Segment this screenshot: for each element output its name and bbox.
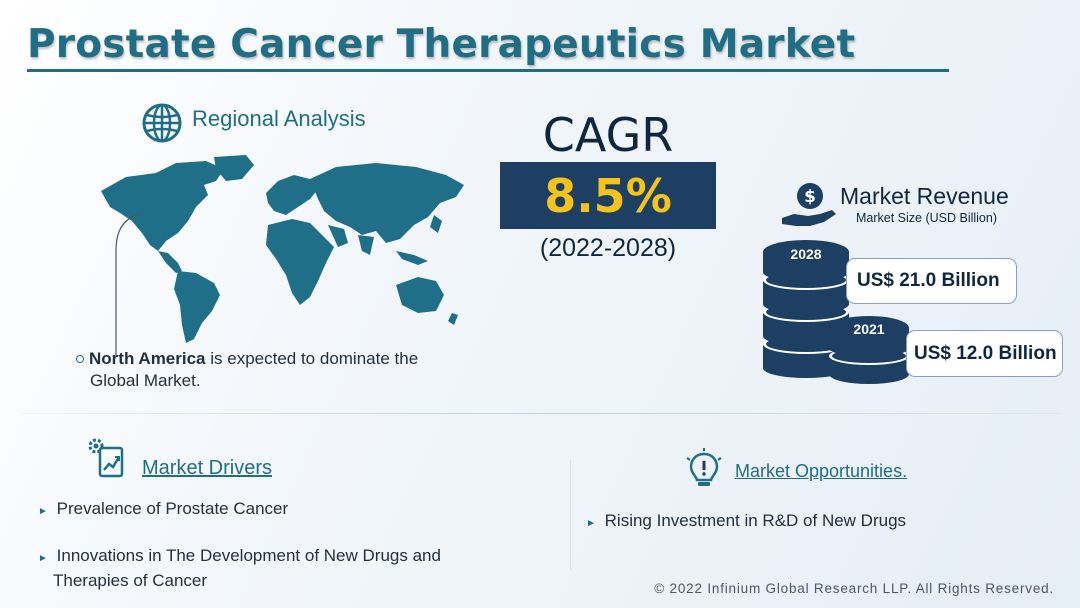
coin-stack-2028 bbox=[763, 240, 849, 378]
triangle-bullet-icon: ► bbox=[38, 506, 48, 517]
dollar-hand-icon: $ bbox=[780, 180, 838, 230]
column-divider bbox=[570, 460, 571, 570]
regional-note: North America is expected to dominate th… bbox=[76, 348, 496, 392]
triangle-bullet-icon: ► bbox=[38, 553, 48, 564]
circle-bullet-icon bbox=[76, 355, 84, 363]
region-name: North America bbox=[89, 349, 206, 368]
triangle-bullet-icon: ► bbox=[586, 518, 596, 529]
lightbulb-icon bbox=[684, 448, 724, 490]
cagr-value: 8.5% bbox=[544, 168, 672, 223]
opportunity-text: Rising Investment in R&D of New Drugs bbox=[604, 511, 907, 530]
revenue-value-2028: US$ 21.0 Billion bbox=[846, 258, 1017, 304]
copyright-footer: © 2022 Infinium Global Research LLP. All… bbox=[654, 581, 1054, 596]
driver-text-cont: Therapies of Cancer bbox=[53, 571, 208, 590]
list-item: ► Innovations in The Development of New … bbox=[38, 545, 538, 592]
world-map bbox=[96, 155, 476, 345]
regional-note-text: is expected to dominate the bbox=[205, 349, 419, 368]
drivers-list: ► Prevalence of Prostate Cancer ► Innova… bbox=[38, 498, 538, 592]
market-size-subheading: Market Size (USD Billion) bbox=[856, 211, 998, 225]
list-item: ► Prevalence of Prostate Cancer bbox=[38, 498, 538, 523]
svg-text:$: $ bbox=[804, 187, 816, 207]
year-tag-2028: 2028 bbox=[790, 246, 822, 262]
market-revenue-heading: Market Revenue bbox=[840, 183, 1009, 209]
regional-note-line2: Global Market. bbox=[90, 371, 201, 390]
list-item: ► Rising Investment in R&D of New Drugs bbox=[586, 510, 1026, 535]
globe-icon bbox=[141, 102, 183, 144]
driver-text: Prevalence of Prostate Cancer bbox=[56, 499, 289, 518]
coin-stack-2021 bbox=[829, 316, 909, 386]
title-underline bbox=[27, 69, 949, 72]
page-title: Prostate Cancer Therapeutics Market bbox=[27, 22, 856, 67]
regional-analysis-heading: Regional Analysis bbox=[192, 106, 366, 131]
cagr-label: CAGR bbox=[542, 108, 674, 162]
cagr-period: (2022-2028) bbox=[539, 234, 677, 262]
driver-text: Innovations in The Development of New Dr… bbox=[56, 546, 441, 565]
market-opportunities-heading[interactable]: Market Opportunities. bbox=[735, 461, 908, 481]
section-divider bbox=[22, 413, 1062, 414]
market-drivers-heading[interactable]: Market Drivers bbox=[142, 457, 273, 479]
map-callout-line bbox=[115, 213, 141, 356]
gear-chart-icon bbox=[86, 436, 130, 480]
cagr-box: 8.5% bbox=[500, 162, 716, 229]
revenue-value-2021: US$ 12.0 Billion bbox=[906, 330, 1063, 377]
year-tag-2021: 2021 bbox=[853, 321, 885, 337]
